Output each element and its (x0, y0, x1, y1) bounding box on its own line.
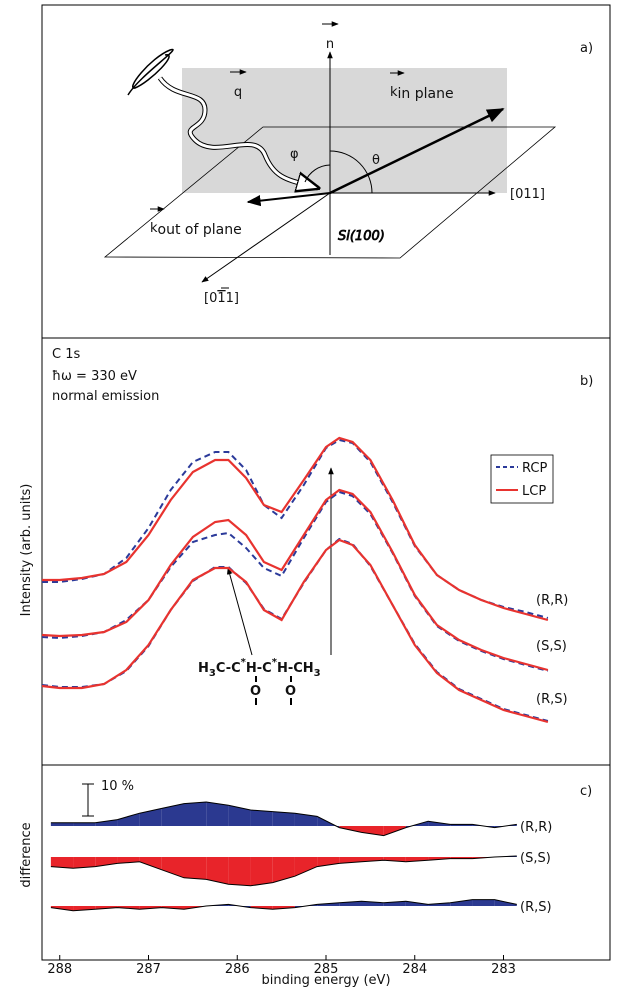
y-axis-label: difference (19, 822, 34, 887)
difference-area (139, 857, 162, 870)
trace-label: (R,S) (520, 900, 552, 915)
difference-area (117, 813, 140, 826)
oxygen: O (285, 684, 296, 699)
k-in-symbol: k (390, 85, 398, 100)
difference-line (50, 899, 517, 912)
spectrum-line (42, 438, 549, 619)
x-tick-label: 286 (225, 962, 250, 977)
panel-label: c) (580, 784, 592, 799)
diagram: n q kin plane kout of plane θ φ [011] [0… (103, 21, 593, 306)
k-out-of-plane (246, 192, 331, 207)
molecule-part: 3 (209, 668, 216, 679)
info-text: C 1s (52, 347, 80, 362)
k-in-subscript: in plane (398, 86, 454, 102)
difference-area (228, 805, 251, 826)
molecule-part: 3 (314, 668, 321, 679)
polarization-spiral (127, 48, 174, 96)
difference-area (206, 857, 229, 885)
q-label: q (234, 85, 242, 100)
surface-label: Si(100) (338, 229, 385, 244)
panel-c: c) difference binding energy (eV) 10 % (19, 779, 592, 988)
panel-label: a) (580, 41, 593, 56)
molecule-part: H (198, 661, 209, 676)
molecule-part: H-C (246, 661, 272, 676)
axis-part: 1] (226, 291, 239, 306)
molecule-part: H-CH (277, 661, 314, 676)
axis-part: [0 (204, 291, 217, 306)
difference-area (250, 810, 273, 826)
difference-area (206, 802, 229, 826)
k-in-label: kin plane (390, 85, 454, 102)
difference-line (50, 855, 517, 887)
difference-area (294, 813, 318, 826)
difference-area (250, 857, 273, 886)
x-axis-label: binding energy (eV) (261, 973, 390, 988)
spectrum-line (42, 436, 549, 622)
spectrum-line (41, 488, 549, 672)
x-tick-label: 284 (402, 962, 427, 977)
difference-area (50, 857, 74, 869)
molecule-part: * (272, 657, 278, 668)
difference-area (161, 803, 184, 826)
molecule-part: C-C (216, 661, 241, 676)
trace-label: (S,S) (520, 851, 551, 866)
n-label: n (326, 37, 334, 52)
difference-area (228, 857, 251, 886)
k-out-symbol: k (150, 221, 158, 236)
molecule-part: * (241, 657, 247, 668)
k-in-plane (329, 107, 505, 195)
difference-area (95, 819, 118, 826)
axis-011-label: [011] (510, 187, 545, 202)
photon-wave (158, 77, 318, 188)
surface (103, 126, 557, 259)
axis-part: 1 (217, 291, 225, 306)
difference-line (50, 801, 517, 837)
difference-area (294, 857, 318, 877)
panel-label: b) (580, 374, 593, 389)
scale-bar-label: 10 % (101, 779, 134, 794)
molecule: H3C-C*H-C*H-CH3 (198, 657, 321, 679)
y-axis-label: Intensity (arb. units) (19, 484, 34, 617)
k-out-label: kout of plane (150, 221, 242, 238)
panel-b: C 1s ħω = 330 eV normal emission b) Inte… (19, 347, 593, 705)
difference-area (272, 811, 295, 826)
phi-label: φ (290, 147, 299, 162)
difference-area (73, 822, 96, 826)
difference-area (161, 857, 184, 878)
x-tick-label: 288 (47, 962, 72, 977)
theta-label: θ (372, 153, 380, 168)
annotation-arrow (226, 567, 253, 656)
info-text: normal emission (52, 389, 159, 404)
trace-label: (R,R) (536, 593, 568, 608)
difference-area (272, 857, 295, 883)
info-text: ħω = 330 eV (52, 369, 137, 384)
trace-label: (S,S) (536, 639, 567, 654)
legend-label: RCP (522, 461, 547, 476)
difference-area (73, 857, 96, 869)
difference-area (450, 899, 473, 906)
oxygen: O (250, 684, 261, 699)
legend-label: LCP (522, 484, 546, 499)
difference-area (50, 822, 74, 826)
x-tick-label: 283 (491, 962, 516, 977)
spectrum-line (41, 538, 549, 724)
phi-arc (304, 164, 331, 183)
axis-0m11 (201, 192, 331, 283)
spectrum-line (41, 490, 549, 672)
difference-area (472, 899, 495, 906)
axis-0m11-label: [011] (204, 291, 239, 306)
difference-area (184, 857, 207, 880)
k-out-subscript: out of plane (158, 222, 242, 238)
plane-of-incidence (182, 68, 507, 193)
difference-area (184, 802, 207, 826)
x-tick-label: 287 (136, 962, 161, 977)
trace-label: (R,S) (536, 692, 568, 707)
difference-area (139, 808, 162, 826)
legend-box (490, 454, 554, 504)
x-tick-label: 285 (314, 962, 339, 977)
theta-arc (329, 150, 373, 194)
trace-label: (R,R) (520, 820, 552, 835)
